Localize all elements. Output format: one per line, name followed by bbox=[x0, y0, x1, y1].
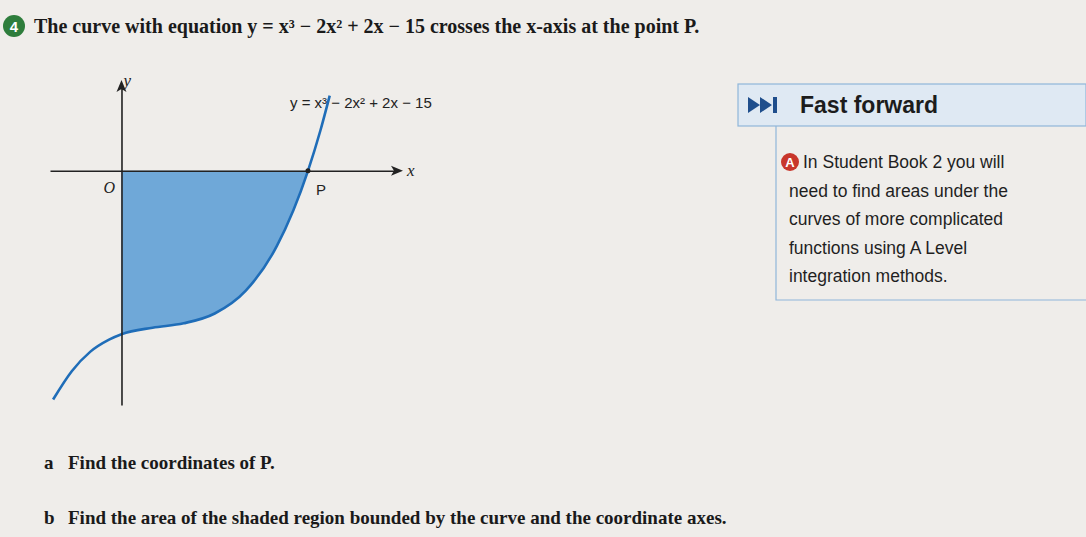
fast-forward-box: Fast forward A In Student Book 2 you will n… bbox=[738, 84, 1086, 300]
x-axis bbox=[51, 171, 396, 172]
plot-area bbox=[53, 96, 330, 400]
part-label: a bbox=[44, 452, 54, 473]
fast-forward-header bbox=[738, 84, 1086, 126]
origin-label: O bbox=[103, 179, 115, 196]
annotation-label: P bbox=[316, 181, 326, 198]
fast-forward-text: functions using A Level bbox=[789, 238, 967, 258]
badge-label: A bbox=[785, 155, 795, 170]
axis-line bbox=[51, 170, 396, 172]
question-badge bbox=[3, 15, 25, 37]
part-text: Find the coordinates of P. bbox=[68, 452, 275, 473]
part-text: Find the area of the shaded region bound… bbox=[68, 507, 727, 528]
axis-line bbox=[121, 89, 123, 406]
annotation-point bbox=[305, 168, 310, 173]
page: 4 The curve with equation y = x³ − 2x² + … bbox=[0, 0, 1086, 537]
fast-forward-icon bbox=[748, 97, 777, 113]
fast-forward-title: Fast forward bbox=[800, 92, 938, 118]
fast-forward-text: curves of more complicated bbox=[789, 209, 1003, 229]
fast-forward-frame bbox=[776, 126, 1086, 300]
chart: x y O Py = x³ − 2x² + 2x − 15 bbox=[51, 71, 432, 406]
background bbox=[0, 0, 1086, 537]
x-axis-label: x bbox=[406, 161, 415, 180]
fast-forward-text: need to find areas under the bbox=[789, 181, 1008, 201]
fast-forward-text: In Student Book 2 you will bbox=[803, 152, 1004, 172]
curve bbox=[53, 96, 330, 400]
badge bbox=[781, 153, 799, 171]
y-axis-label: y bbox=[121, 71, 131, 90]
shaded-region bbox=[121, 171, 307, 334]
x-arrow bbox=[391, 166, 403, 176]
y-axis bbox=[121, 89, 122, 406]
question-stem: The curve with equation y = x³ − 2x² + 2… bbox=[34, 15, 699, 38]
question-number: 4 bbox=[10, 18, 19, 35]
part-label: b bbox=[44, 507, 55, 528]
fast-forward-text: integration methods. bbox=[789, 266, 948, 286]
curve-label: y = x³ − 2x² + 2x − 15 bbox=[290, 94, 432, 111]
